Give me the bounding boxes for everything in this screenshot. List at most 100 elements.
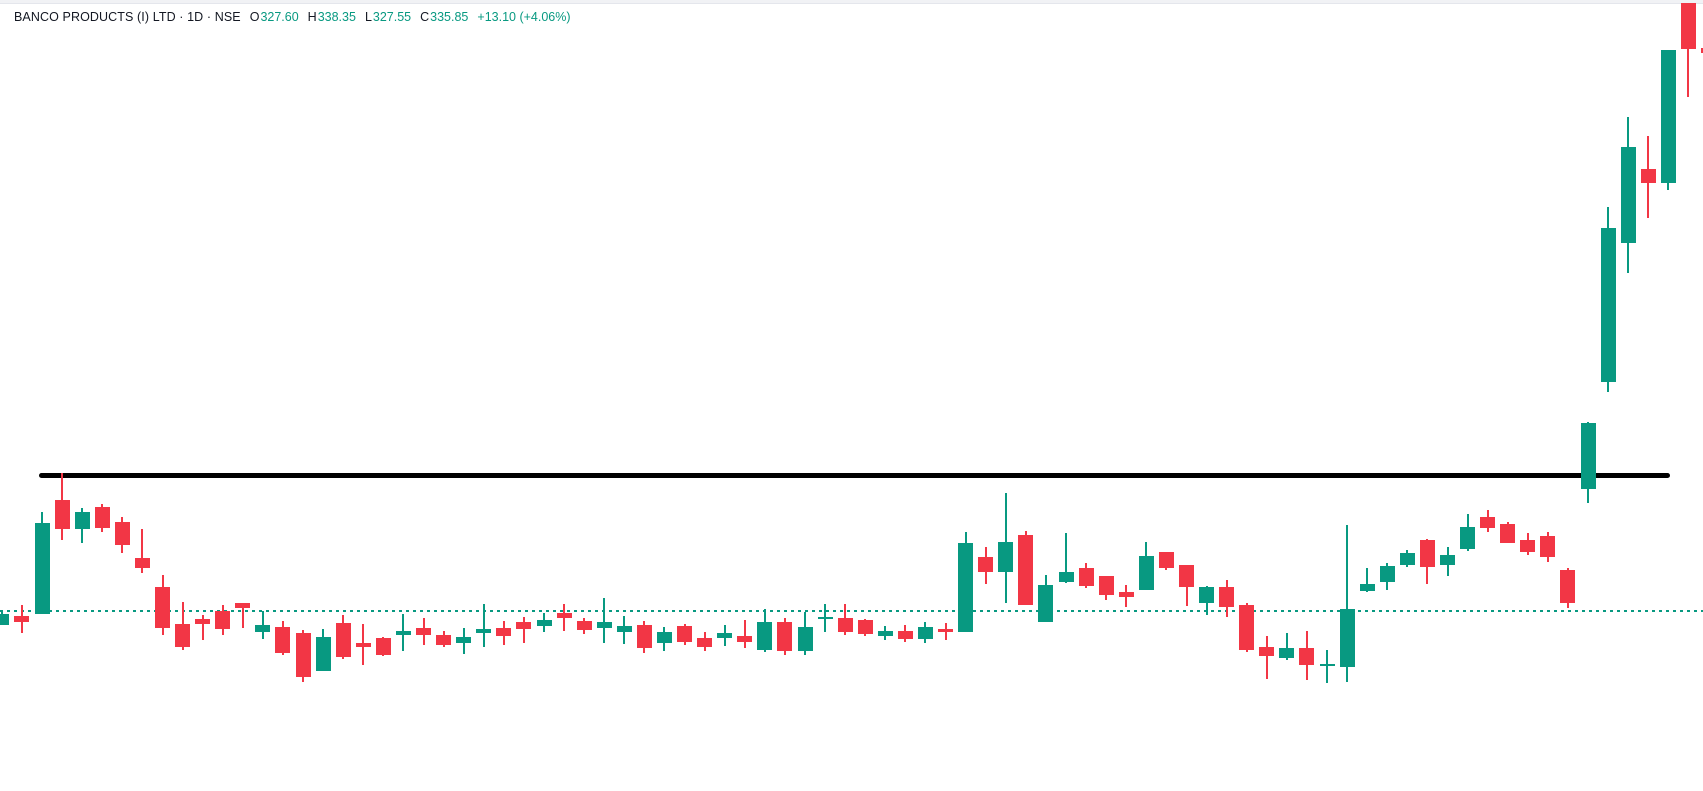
candle-down — [416, 617, 432, 646]
candle-down — [938, 623, 954, 641]
candle-body — [1239, 605, 1255, 650]
candle-down — [496, 620, 512, 646]
candle-body — [255, 624, 271, 633]
candle-up — [1319, 649, 1335, 684]
candle-body — [1620, 146, 1636, 244]
candle-body — [1399, 553, 1415, 565]
candle-down — [275, 621, 291, 655]
candle-body — [456, 637, 472, 643]
candle-up — [958, 532, 974, 633]
high-label: H — [307, 10, 317, 24]
candle-up — [998, 492, 1014, 603]
candle-down — [1540, 532, 1556, 562]
candle-body — [1058, 572, 1074, 582]
candle-up — [1620, 116, 1636, 273]
candle-up — [1038, 575, 1054, 622]
candle-down — [436, 630, 452, 647]
symbol-title[interactable]: BANCO PRODUCTS (I) LTD · 1D · NSE — [14, 10, 241, 24]
candle-body — [1460, 526, 1476, 549]
pane-top-border — [0, 0, 1703, 4]
candle-down — [516, 616, 532, 643]
candle-wick — [1346, 524, 1349, 683]
candle-down — [1018, 531, 1034, 606]
candle-body — [1520, 540, 1536, 552]
candle-down — [14, 605, 30, 633]
candle-up — [536, 612, 552, 632]
candle-up — [395, 613, 411, 651]
candle-up — [456, 628, 472, 654]
ohlc-close: C 335.85 — [420, 9, 468, 26]
close-value: 335.85 — [430, 10, 469, 24]
candle-body — [938, 629, 954, 632]
candle-body — [436, 634, 452, 646]
low-value: 327.55 — [372, 10, 412, 24]
candle-body — [1219, 586, 1235, 608]
candle-up — [315, 629, 331, 671]
candle-down — [1118, 584, 1134, 608]
candle-down — [1640, 135, 1656, 219]
candle-body — [1038, 584, 1054, 622]
candle-up — [1199, 586, 1215, 616]
candle-wick — [522, 616, 525, 643]
open-value: 327.60 — [260, 10, 299, 24]
candle-wick — [1687, 2, 1690, 98]
candle-body — [1118, 591, 1134, 597]
candle-up — [797, 611, 813, 655]
candle-up — [1058, 532, 1074, 584]
candle-body — [978, 556, 994, 573]
candle-body — [596, 621, 612, 628]
candle-body — [375, 638, 391, 655]
candle-wick — [482, 603, 485, 648]
candle-body — [536, 620, 552, 627]
candle-up — [757, 608, 773, 652]
candle-up — [1660, 49, 1676, 190]
candle-body — [295, 632, 311, 677]
candle-up — [596, 597, 612, 643]
candle-body — [1179, 564, 1194, 587]
candle-body — [1138, 556, 1154, 590]
candle-body — [616, 626, 632, 633]
candle-body — [1580, 423, 1596, 489]
candle-body — [837, 618, 853, 633]
candle-body — [476, 629, 492, 634]
candle-up — [0, 611, 10, 625]
candle-down — [978, 546, 994, 584]
candle-up — [34, 511, 50, 614]
ohlc-low: L 327.55 — [365, 9, 411, 26]
candle-body — [656, 632, 672, 643]
candle-up — [74, 508, 90, 543]
candle-up — [1600, 207, 1616, 392]
candle-body — [54, 499, 70, 530]
candle-down — [1259, 635, 1275, 679]
candle-up — [1460, 513, 1476, 552]
candle-body — [1480, 516, 1496, 528]
candle-body — [496, 628, 512, 636]
candle-wick — [1326, 649, 1329, 684]
level-dotted-line[interactable] — [0, 609, 1703, 612]
candle-down — [1179, 564, 1194, 606]
candle-down — [94, 503, 110, 533]
candle-body — [94, 506, 110, 528]
candle-down — [355, 624, 371, 665]
candle-wick — [1065, 532, 1068, 584]
candle-body — [1078, 567, 1094, 587]
candle-body — [777, 621, 793, 652]
candle-up — [1138, 542, 1154, 590]
candle-wick — [241, 602, 244, 628]
candle-body — [416, 628, 432, 635]
candle-down — [114, 516, 130, 553]
candle-body — [1540, 536, 1556, 557]
candle-body — [1701, 48, 1703, 54]
candle-body — [1279, 648, 1295, 659]
candle-down — [1560, 567, 1576, 608]
candle-body — [1379, 565, 1395, 582]
candle-down — [1680, 2, 1696, 98]
candle-wick — [1265, 635, 1268, 679]
candle-body — [757, 621, 773, 650]
resistance-trendline[interactable] — [39, 472, 1670, 478]
candle-up — [877, 626, 893, 641]
candle-body — [235, 602, 251, 608]
candle-up — [1279, 632, 1295, 660]
candle-down — [134, 529, 150, 573]
